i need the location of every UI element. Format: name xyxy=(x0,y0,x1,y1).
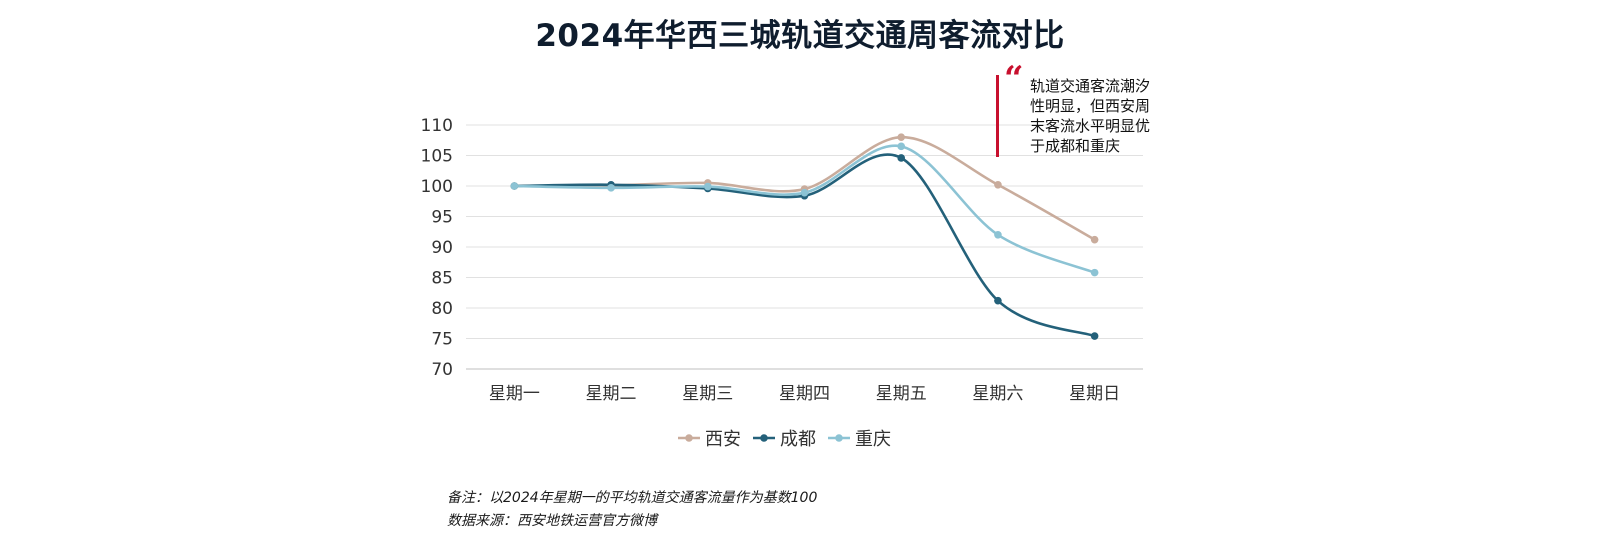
y-tick-label: 90 xyxy=(431,238,453,258)
data-point xyxy=(897,133,906,141)
x-category-label: 星期二 xyxy=(586,384,637,404)
annotation-text: 轨道交通客流潮汐性明显，但西安周末客流水平明显优于成都和重庆 xyxy=(1030,77,1151,155)
data-point xyxy=(607,184,615,192)
y-tick-label: 85 xyxy=(431,269,453,289)
y-tick-label: 70 xyxy=(431,360,453,380)
data-point xyxy=(897,142,906,151)
x-category-label: 星期三 xyxy=(682,384,733,404)
data-point xyxy=(994,180,1002,189)
y-tick-label: 80 xyxy=(431,299,453,319)
data-point xyxy=(800,188,809,197)
y-tick-label: 100 xyxy=(421,177,453,197)
legend-label: 重庆 xyxy=(855,429,891,450)
data-point xyxy=(994,296,1002,305)
data-point xyxy=(994,231,1002,239)
x-axis-categories: 星期一 星期二 星期三 星期四 星期五 星期六 星期日 xyxy=(489,384,1120,404)
legend: 西安 成都 重庆 xyxy=(678,429,891,450)
gridlines xyxy=(466,124,1143,370)
series-lines xyxy=(513,135,1096,338)
data-point xyxy=(1090,268,1099,277)
footnote-remark: 备注：以2024年星期一的平均轨道交通客流量作为基数100 xyxy=(447,490,818,506)
x-category-label: 星期一 xyxy=(489,384,540,404)
quote-mark-icon: “ xyxy=(1004,59,1024,99)
data-point xyxy=(703,182,712,191)
legend-swatch-dot xyxy=(760,434,768,442)
data-point xyxy=(1090,332,1099,340)
x-category-label: 星期六 xyxy=(972,384,1023,404)
data-point xyxy=(510,182,519,190)
series-points xyxy=(510,133,1099,340)
legend-swatch-dot xyxy=(685,434,693,442)
chart-title: 2024年华西三城轨道交通周客流对比 xyxy=(535,18,1065,54)
footnote-source: 数据来源：西安地铁运营官方微博 xyxy=(447,513,657,529)
y-tick-label: 95 xyxy=(431,208,453,228)
data-point xyxy=(1090,235,1099,244)
y-tick-label: 75 xyxy=(431,330,453,350)
x-category-label: 星期四 xyxy=(779,384,830,404)
y-tick-label: 110 xyxy=(421,116,453,136)
x-category-label: 星期日 xyxy=(1069,384,1120,404)
x-category-label: 星期五 xyxy=(876,384,927,404)
series-line-1 xyxy=(513,153,1096,338)
legend-label: 西安 xyxy=(705,429,741,450)
legend-swatch-dot xyxy=(835,434,843,442)
y-tick-label: 105 xyxy=(421,147,453,167)
series-line-2 xyxy=(513,144,1096,274)
y-axis-ticks: 70 75 80 85 90 95 100 105 110 xyxy=(421,116,453,380)
data-point xyxy=(897,154,906,162)
annotation-accent-bar xyxy=(996,75,999,157)
legend-label: 成都 xyxy=(780,429,816,450)
